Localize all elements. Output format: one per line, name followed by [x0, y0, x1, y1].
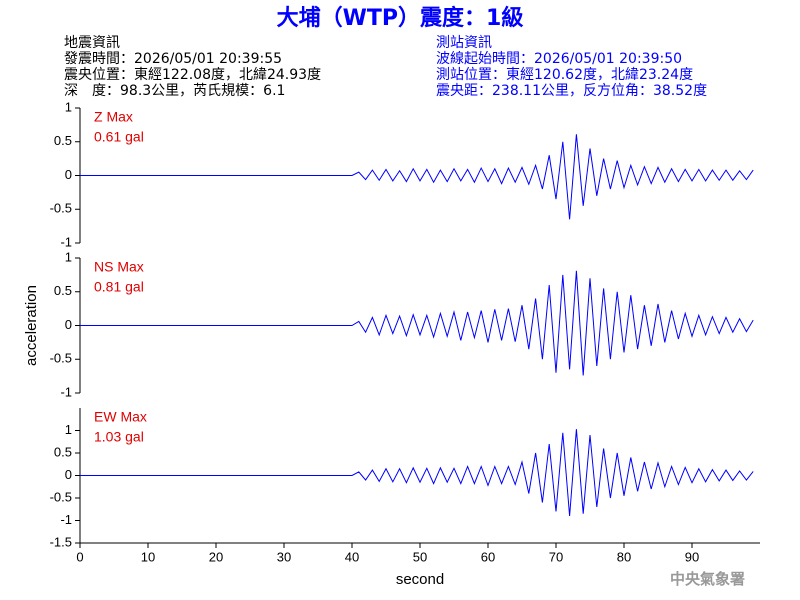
y-tick-label: 0 — [65, 317, 72, 332]
y-tick-label: -1 — [60, 384, 72, 399]
y-tick-label: 0.5 — [54, 444, 72, 459]
y-tick-label: 1 — [65, 422, 72, 437]
waveform — [80, 134, 754, 220]
footer: 中央氣象署 — [670, 570, 745, 588]
x-tick-label: 30 — [277, 549, 291, 564]
y-tick-label: -0.5 — [50, 201, 72, 216]
x-tick-label: 10 — [141, 549, 155, 564]
info-line: 深 度：98.3公里，芮氏規模：6.1 — [64, 82, 285, 99]
annotation: NS Max — [94, 259, 144, 275]
x-tick-label: 90 — [685, 549, 699, 564]
info-line: 震央距：238.11公里，反方位角：38.52度 — [436, 83, 707, 99]
info-line: 測站資訊 — [436, 35, 492, 51]
info-line: 波線起始時間：2026/05/01 20:39:50 — [436, 51, 682, 67]
y-axis-label: acceleration — [23, 285, 40, 366]
info-line: 測站位置：東經120.62度，北緯23.24度 — [436, 67, 693, 83]
x-tick-label: 20 — [209, 549, 223, 564]
waveform — [80, 270, 754, 376]
annotation: EW Max — [94, 409, 147, 425]
y-tick-label: 0 — [65, 467, 72, 482]
chart-title: 大埔（WTP）震度：1級 — [277, 5, 524, 31]
y-tick-label: 0.5 — [54, 133, 72, 148]
y-tick-label: -1 — [60, 234, 72, 249]
x-tick-label: 70 — [549, 549, 563, 564]
waveform — [80, 429, 754, 517]
x-axis-label: second — [396, 571, 444, 588]
y-tick-label: -1.5 — [50, 534, 72, 549]
y-tick-label: -0.5 — [50, 351, 72, 366]
y-tick-label: 1 — [65, 249, 72, 264]
annotation: 0.61 gal — [94, 129, 144, 145]
y-tick-label: 0 — [65, 167, 72, 182]
x-tick-label: 80 — [617, 549, 631, 564]
y-tick-label: -0.5 — [50, 489, 72, 504]
x-tick-label: 50 — [413, 549, 427, 564]
info-line: 地震資訊 — [64, 35, 120, 51]
y-tick-label: 0.5 — [54, 283, 72, 298]
info-line: 發震時間：2026/05/01 20:39:55 — [64, 51, 282, 67]
y-tick-label: 1 — [65, 99, 72, 114]
x-tick-label: 0 — [76, 549, 83, 564]
annotation: 0.81 gal — [94, 279, 144, 295]
annotation: 1.03 gal — [94, 429, 144, 445]
x-tick-label: 40 — [345, 549, 359, 564]
x-tick-label: 60 — [481, 549, 495, 564]
y-tick-label: -1 — [60, 512, 72, 527]
annotation: Z Max — [94, 109, 133, 125]
info-line: 震央位置：東經122.08度，北緯24.93度 — [64, 67, 321, 83]
